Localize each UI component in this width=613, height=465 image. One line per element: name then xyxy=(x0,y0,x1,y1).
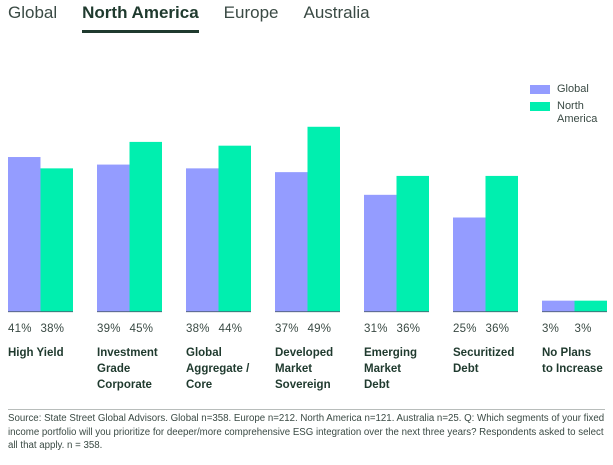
category-label-1: Investment Grade Corporate xyxy=(97,347,158,391)
legend-item-north-america: North America xyxy=(530,100,613,126)
tab-europe[interactable]: Europe xyxy=(223,3,279,22)
value-label-global-3: 37% xyxy=(275,323,299,335)
legend-swatch-global xyxy=(530,85,550,94)
bar-baseline-2 xyxy=(186,311,251,313)
category-label-5: Securitized Debt xyxy=(453,347,515,375)
bar-baseline-3 xyxy=(275,311,340,313)
legend-item-global: Global xyxy=(530,83,613,96)
bar-global-1 xyxy=(97,164,130,312)
value-label-global-4: 31% xyxy=(364,323,388,335)
value-label-north-america-3: 49% xyxy=(307,323,332,335)
bar-baseline-6 xyxy=(542,311,607,313)
value-label-north-america-5: 36% xyxy=(485,323,510,335)
category-label-6: No Plans to Increase xyxy=(542,347,603,375)
divider xyxy=(8,409,605,410)
bar-global-2 xyxy=(186,168,219,312)
bar-baseline-4 xyxy=(364,311,429,313)
bar-baseline-0 xyxy=(8,311,73,313)
source-note: Source: State Street Global Advisors. Gl… xyxy=(8,413,605,451)
value-label-global-6: 3% xyxy=(542,323,560,335)
bar-north-america-2 xyxy=(218,145,251,312)
bar-global-6 xyxy=(542,300,575,312)
tab-australia[interactable]: Australia xyxy=(303,3,370,22)
bar-north-america-5 xyxy=(485,175,518,312)
bar-north-america-4 xyxy=(396,175,429,312)
value-label-north-america-2: 44% xyxy=(218,323,243,335)
bar-global-0 xyxy=(8,157,41,312)
category-label-4: Emerging Market Debt xyxy=(364,347,418,391)
category-label-3: Developed Market Sovereign xyxy=(275,347,334,391)
chart-legend: Global North America xyxy=(530,83,613,130)
tab-north-america[interactable]: North America xyxy=(82,0,199,36)
bar-north-america-0 xyxy=(40,168,73,312)
value-label-global-1: 39% xyxy=(97,323,121,335)
bar-global-4 xyxy=(364,194,397,312)
bar-north-america-6 xyxy=(574,300,607,312)
legend-label-global: Global xyxy=(557,83,589,95)
tab-global[interactable]: Global xyxy=(8,3,58,22)
value-label-global-0: 41% xyxy=(8,323,32,335)
category-label-2: Global Aggregate / Core xyxy=(186,347,250,391)
bar-baseline-5 xyxy=(453,311,518,313)
region-tabs: Global North America Europe Australia xyxy=(8,0,395,36)
value-label-north-america-1: 45% xyxy=(129,323,154,335)
bar-chart xyxy=(8,126,607,313)
legend-swatch-north-america xyxy=(530,102,550,111)
legend-label-north-america: North America xyxy=(557,100,598,125)
bar-global-3 xyxy=(275,172,308,312)
bar-north-america-1 xyxy=(129,141,162,312)
value-label-north-america-0: 38% xyxy=(40,323,65,335)
value-label-north-america-6: 3% xyxy=(574,323,592,335)
category-label-0: High Yield xyxy=(8,347,64,359)
bar-north-america-3 xyxy=(307,126,340,312)
bar-global-5 xyxy=(453,217,486,312)
bar-baseline-1 xyxy=(97,311,162,313)
value-label-global-5: 25% xyxy=(453,323,477,335)
value-label-north-america-4: 36% xyxy=(396,323,421,335)
value-label-global-2: 38% xyxy=(186,323,210,335)
